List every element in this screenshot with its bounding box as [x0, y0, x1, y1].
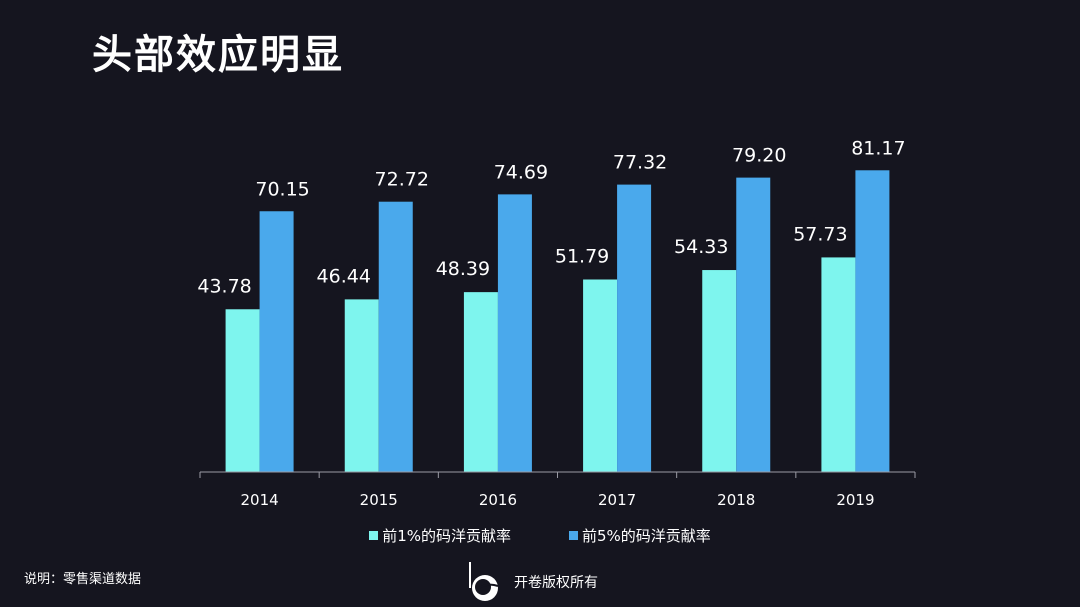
legend-item-series-1: 前1%的码洋贡献率 — [369, 525, 511, 546]
legend-swatch-series-1 — [369, 531, 379, 540]
legend: 前1%的码洋贡献率 前5%的码洋贡献率 — [0, 525, 1080, 546]
bar-series-1-2017 — [583, 279, 618, 472]
data-labels-layer: 43.78 70.15 46.44 72.72 48.39 74.69 51.79 77.32… — [197, 137, 905, 297]
bar-series-2-2015 — [378, 201, 413, 472]
brand-logo-icon — [469, 562, 499, 601]
x-axis: 2014 2015 2016 2017 2018 2019 — [199, 471, 916, 509]
legend-item-series-2: 前5%的码洋贡献率 — [569, 525, 711, 546]
copyright-text: 开卷版权所有 — [514, 575, 598, 591]
bar-series-2-2014 — [259, 211, 294, 473]
x-tick-label-2019: 2019 — [836, 491, 874, 509]
bar-series-2-2018 — [736, 177, 771, 473]
x-tick-label-2017: 2017 — [598, 491, 636, 509]
bar-series-2-2017 — [617, 184, 652, 472]
bar-series-1-2014 — [225, 309, 260, 472]
data-label-series-2-2016: 74.69 — [494, 161, 548, 183]
bar-series-2-2016 — [497, 194, 532, 473]
data-label-series-2-2015: 72.72 — [375, 169, 429, 191]
data-label-series-2-2018: 79.20 — [732, 145, 786, 167]
bars-layer — [225, 170, 890, 473]
data-label-series-1-2019: 57.73 — [793, 223, 847, 245]
x-tick-label-2015: 2015 — [360, 491, 398, 509]
copyright-block: 开卷版权所有 — [464, 560, 598, 604]
data-label-series-1-2014: 43.78 — [197, 275, 251, 297]
data-label-series-1-2016: 48.39 — [436, 258, 490, 280]
data-label-series-2-2017: 77.32 — [613, 152, 667, 174]
bar-series-2-2019 — [855, 170, 890, 472]
source-note: 说明：零售渠道数据 — [24, 572, 142, 587]
data-label-series-1-2018: 54.33 — [674, 236, 728, 258]
data-label-series-1-2015: 46.44 — [317, 265, 371, 287]
bar-series-1-2019 — [821, 257, 856, 472]
page-title: 头部效应明显 — [92, 32, 344, 78]
bar-series-1-2018 — [702, 270, 737, 472]
data-label-series-2-2019: 81.17 — [851, 137, 905, 159]
x-tick-label-2014: 2014 — [240, 491, 278, 509]
data-label-series-2-2014: 70.15 — [255, 178, 309, 200]
bar-chart: 43.78 70.15 46.44 72.72 48.39 74.69 51.79 77.32… — [197, 137, 916, 509]
x-tick-label-2018: 2018 — [717, 491, 755, 509]
x-tick-label-2016: 2016 — [479, 491, 517, 509]
bar-series-1-2015 — [344, 299, 379, 472]
data-label-series-1-2017: 51.79 — [555, 245, 609, 267]
legend-swatch-series-2 — [569, 531, 578, 540]
legend-label-series-1: 前1%的码洋贡献率 — [382, 527, 511, 545]
legend-label-series-2: 前5%的码洋贡献率 — [582, 527, 711, 545]
bar-series-1-2016 — [463, 292, 498, 472]
